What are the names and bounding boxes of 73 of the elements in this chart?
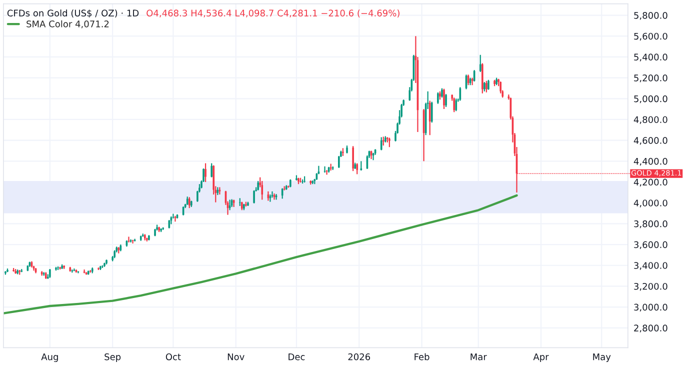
- candlestick: [500, 80, 502, 94]
- candlestick: [204, 162, 206, 183]
- text: O4,468.3 H4,536.4 L4,098.7 C4,281.1 −210.6 (−4.69%): [146, 10, 400, 18]
- y-tick-label: 3,400.0: [634, 262, 668, 270]
- y-tick-label: 5,200.0: [634, 74, 668, 82]
- candlestick: [296, 174, 298, 181]
- y-tick-label: 3,200.0: [634, 282, 668, 291]
- candlestick: [439, 90, 441, 100]
- candlestick: [360, 160, 362, 172]
- y-tick-label: 4,200.0: [634, 178, 668, 186]
- candlestick: [210, 162, 213, 178]
- x-tick-label: Aug: [41, 354, 58, 362]
- candlestick: [488, 79, 490, 90]
- candlestick: [453, 97, 456, 113]
- x-tick-label: Dec: [288, 354, 305, 360]
- y-tick-label: 3,000.0: [634, 304, 668, 312]
- y-tick-label: 4,000.0: [634, 200, 668, 208]
- x-tick-label: Mar: [470, 354, 487, 360]
- candlestick: [188, 196, 190, 209]
- candlestick: [388, 137, 390, 148]
- candlestick: [102, 264, 104, 269]
- x-tick-label: Nov: [228, 354, 244, 360]
- candlestick: [302, 178, 304, 184]
- candlestick: [455, 98, 458, 112]
- candlestick: [428, 100, 431, 136]
- candlestick: [57, 266, 59, 271]
- candlestick: [261, 180, 264, 200]
- x-tick-label: 2026: [348, 353, 370, 360]
- text: CFDs on Gold (US$ / OZ) · 1D: [7, 10, 139, 18]
- y-tick-label: 3,800.0: [634, 220, 668, 228]
- candlestick: [245, 201, 247, 208]
- candlestick: [55, 266, 57, 272]
- candlestick: [257, 180, 259, 191]
- candlestick: [356, 162, 358, 175]
- candlestick: [443, 88, 445, 110]
- y-tick-label: 2,800.0: [634, 324, 668, 332]
- candlestick: [253, 190, 255, 204]
- x-tick-label: Sep: [104, 353, 121, 362]
- candlestick: [484, 81, 486, 92]
- candlestick: [298, 177, 300, 185]
- candlestick: [430, 101, 433, 124]
- candlestick: [346, 144, 348, 154]
- candlestick: [445, 93, 447, 108]
- candlestick: [486, 80, 488, 93]
- y-tick-label: 5,600.0: [634, 32, 668, 41]
- x-tick-label: Feb: [414, 353, 430, 360]
- candlestick: [479, 54, 482, 73]
- y-tick-label: 4,600.0: [634, 137, 668, 145]
- x-tick-label: Apr: [533, 354, 549, 362]
- candlestick: [154, 228, 156, 237]
- y-tick-label: 4,800.0: [634, 116, 668, 124]
- x-tick-label: May: [593, 354, 611, 362]
- x-tick-label: Oct: [166, 353, 181, 360]
- candlestick: [247, 201, 249, 207]
- candlestick: [380, 136, 382, 151]
- y-tick-label: 5,800.0: [634, 12, 668, 20]
- candlestick: [352, 145, 354, 172]
- y-tick-label: 5,400.0: [634, 54, 668, 62]
- candlestick: [104, 262, 106, 268]
- legend-label: SMA Color 4,071.2: [26, 20, 109, 28]
- candlestick: [300, 177, 302, 184]
- y-tick-label: 4,400.0: [634, 158, 668, 166]
- line-series: [3, 194, 518, 314]
- candlestick: [59, 266, 61, 270]
- candlestick: [106, 259, 108, 265]
- candlestick: [494, 79, 496, 87]
- candlestick: [148, 234, 150, 241]
- candlestick: [6, 268, 8, 273]
- candlestick: [4, 270, 6, 276]
- candlestick: [437, 92, 439, 104]
- y-tick-label: 3,600.0: [634, 241, 668, 250]
- y-tick-label: 5,000.0: [634, 95, 668, 104]
- candlestick: [441, 88, 443, 98]
